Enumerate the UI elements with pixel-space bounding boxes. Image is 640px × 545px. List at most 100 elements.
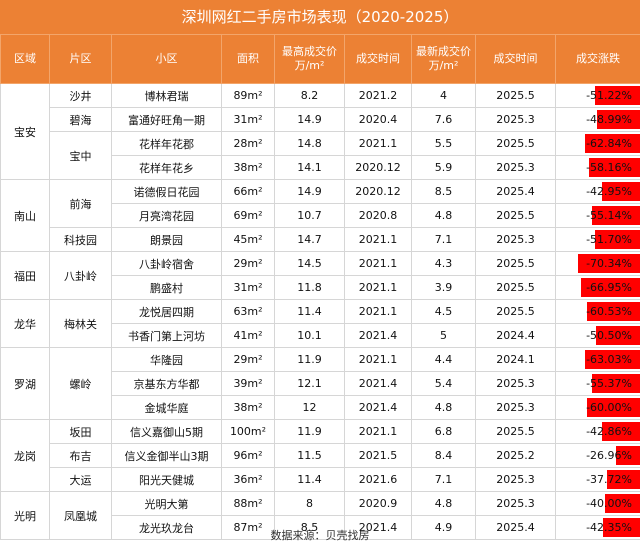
max-price-cell: 11.5 (274, 443, 345, 468)
max-price-cell: 14.5 (274, 251, 345, 276)
change-bar (596, 326, 640, 345)
area-cell: 41m² (221, 323, 275, 348)
change-cell: -48.99% (555, 107, 640, 132)
area-cell: 87m² (221, 515, 275, 540)
community-cell: 京基东方华都 (111, 371, 222, 396)
latest-price-cell: 5.9 (411, 155, 476, 180)
sub-area-cell: 凤凰城 (49, 491, 112, 540)
deal-time-cell: 2021.4 (344, 395, 412, 420)
change-bar (587, 302, 640, 321)
change-value: -62.84% (586, 137, 632, 150)
change-bar (592, 206, 640, 225)
sub-area-cell: 梅林关 (49, 299, 112, 348)
change-cell: -60.00% (555, 395, 640, 420)
latest-time-cell: 2025.5 (475, 419, 556, 444)
change-bar (585, 134, 640, 153)
max-price-cell: 11.8 (274, 275, 345, 300)
deal-time-cell: 2021.1 (344, 347, 412, 372)
change-cell: -62.84% (555, 131, 640, 156)
deal-time-cell: 2020.9 (344, 491, 412, 516)
deal-time-cell: 2021.1 (344, 275, 412, 300)
latest-time-cell: 2025.3 (475, 395, 556, 420)
table-row: 碧海 富通好旺角一期 31m² 14.9 2020.4 7.6 2025.3 -48.99% (1, 107, 640, 132)
header-latest-time: 成交时间 (475, 34, 556, 84)
change-cell: -60.53% (555, 299, 640, 324)
latest-price-cell: 8.4 (411, 443, 476, 468)
sub-area-cell: 螺岭 (49, 347, 112, 420)
district-cell: 福田 (0, 251, 50, 300)
max-price-cell: 11.4 (274, 467, 345, 492)
max-price-cell: 14.1 (274, 155, 345, 180)
deal-time-cell: 2021.5 (344, 443, 412, 468)
change-value: -63.03% (586, 353, 632, 366)
latest-price-cell: 6.8 (411, 419, 476, 444)
table-row: 科技园 朗景园 45m² 14.7 2021.1 7.1 2025.3 -51.70% (1, 227, 640, 252)
latest-time-cell: 2025.4 (475, 515, 556, 540)
community-cell: 朗景园 (111, 227, 222, 252)
table-row: 龙华 梅林关 龙悦居四期 63m² 11.4 2021.1 4.5 2025.5 -60.53% (0, 299, 640, 348)
table-row: 罗湖 螺岭 华隆园 29m² 11.9 2021.1 4.4 2024.1 -63.03% (0, 347, 640, 420)
max-price-cell: 12.1 (274, 371, 345, 396)
max-price-cell: 10.1 (274, 323, 345, 348)
change-bar (595, 86, 640, 105)
area-cell: 38m² (221, 395, 275, 420)
table-row: 大运 阳光天健城 36m² 11.4 2021.6 7.1 2025.3 -37.72% (1, 467, 640, 492)
change-value: -58.16% (586, 161, 632, 174)
change-value: -55.37% (586, 377, 632, 390)
district-cell: 南山 (0, 179, 50, 252)
community-cell: 金城华庭 (111, 395, 222, 420)
max-price-cell: 8 (274, 491, 345, 516)
area-cell: 100m² (221, 419, 275, 444)
latest-price-cell: 5.4 (411, 371, 476, 396)
max-price-cell: 11.4 (274, 299, 345, 324)
sub-area-cell: 沙井 (49, 83, 112, 108)
community-cell: 鹏盛村 (111, 275, 222, 300)
change-value: -42.86% (586, 425, 632, 438)
max-price-cell: 14.8 (274, 131, 345, 156)
community-cell: 花样年花乡 (111, 155, 222, 180)
latest-time-cell: 2024.4 (475, 323, 556, 348)
table-row: 月亮湾花园 69m² 10.7 2020.8 4.8 2025.5 -55.14% (1, 203, 640, 228)
change-value: -50.50% (586, 329, 632, 342)
max-price-cell: 11.9 (274, 347, 345, 372)
latest-time-cell: 2025.3 (475, 467, 556, 492)
max-price-cell: 10.7 (274, 203, 345, 228)
area-cell: 89m² (221, 83, 275, 108)
change-cell: -51.22% (555, 83, 640, 108)
sub-area-cell: 前海 (49, 179, 112, 228)
latest-price-cell: 7.1 (411, 227, 476, 252)
deal-time-cell: 2021.1 (344, 251, 412, 276)
max-price-cell: 14.9 (274, 179, 345, 204)
change-cell: -42.35% (555, 515, 640, 540)
change-bar (597, 110, 640, 129)
latest-time-cell: 2025.5 (475, 203, 556, 228)
latest-price-cell: 3.9 (411, 275, 476, 300)
header-deal-time: 成交时间 (344, 34, 412, 84)
district-cell: 龙华 (0, 299, 50, 348)
latest-time-cell: 2024.1 (475, 347, 556, 372)
sub-area-cell: 宝中 (49, 131, 112, 180)
table-row: 金城华庭 38m² 12 2021.4 4.8 2025.3 -60.00% (1, 395, 640, 420)
change-bar (589, 158, 640, 177)
latest-price-cell: 4.4 (411, 347, 476, 372)
header-change: 成交涨跌 (555, 34, 640, 84)
area-cell: 36m² (221, 467, 275, 492)
community-cell: 书香门第上河坊 (111, 323, 222, 348)
max-price-cell: 8.5 (274, 515, 345, 540)
deal-time-cell: 2020.12 (344, 179, 412, 204)
change-value: -51.70% (586, 233, 632, 246)
change-bar (578, 254, 640, 273)
area-cell: 63m² (221, 299, 275, 324)
deal-time-cell: 2020.8 (344, 203, 412, 228)
table-row: 福田 八卦岭 八卦岭宿舍 29m² 14.5 2021.1 4.3 2025.5 -70.34% (0, 251, 640, 300)
header-community: 小区 (111, 34, 222, 84)
change-cell: -42.95% (555, 179, 640, 204)
area-cell: 29m² (221, 347, 275, 372)
change-cell: -66.95% (555, 275, 640, 300)
change-bar (585, 350, 640, 369)
latest-price-cell: 7.6 (411, 107, 476, 132)
community-cell: 月亮湾花园 (111, 203, 222, 228)
sub-area-cell: 八卦岭 (49, 251, 112, 300)
data-table-wrap: 区域 片区 小区 面积 最高成交价 万/m² 成交时间 最新成交价 万/m² 成… (0, 34, 640, 540)
latest-time-cell: 2025.5 (475, 299, 556, 324)
